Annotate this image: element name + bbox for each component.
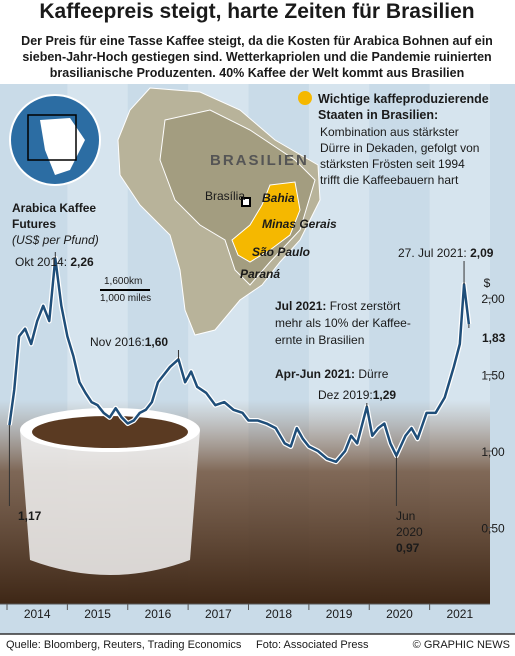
coffee — [32, 416, 188, 448]
capital-marker — [241, 197, 251, 207]
legend-title: Staaten in Brasilien: — [318, 108, 438, 122]
y-tick-label: 1,00 — [481, 445, 505, 459]
scale-label: 1,000 miles — [100, 293, 151, 304]
y-tick-label: 1,50 — [481, 369, 505, 383]
x-tick-label: 2020 — [386, 607, 413, 621]
coffee-cup — [20, 415, 200, 575]
annotation-date: Jun — [396, 509, 415, 523]
price-line — [8, 257, 471, 464]
note-head: Jul 2021: — [275, 299, 326, 313]
subtitle: brasilianische Produzenten. 40% Kaffee d… — [50, 66, 464, 80]
annotation-date: Okt 2014: — [15, 255, 70, 269]
x-tick-label: 2015 — [84, 607, 111, 621]
note-text: Dürre — [355, 367, 389, 381]
legend-text: Kombination aus stärkster — [320, 125, 459, 139]
annotation: 27. Jul 2021: 2,09 — [398, 246, 494, 260]
y-axis-label: Futures — [12, 217, 56, 231]
scale-label: 1,600km — [104, 276, 142, 287]
x-tick-label: 2019 — [326, 607, 353, 621]
annotation-value: 1,83 — [482, 331, 506, 345]
annotation: Nov 2016:1,60 — [90, 335, 168, 349]
x-tick-label: 2017 — [205, 607, 232, 621]
note: Jul 2021: Frost zerstört — [275, 299, 401, 313]
annotation-date: 2020 — [396, 525, 423, 539]
annotation-date: Dez 2019: — [318, 388, 373, 402]
legend-text: Dürre in Dekaden, gefolgt von — [320, 141, 479, 155]
annotation-date: 27. Jul 2021: — [398, 246, 470, 260]
source: Quelle: Bloomberg, Reuters, Trading Econ… — [6, 639, 242, 651]
annotation-value: 1,29 — [373, 388, 397, 402]
y-tick-label: 2,00 — [481, 292, 505, 306]
globe-inset — [27, 114, 77, 161]
annotation-value: 0,97 — [396, 541, 420, 555]
y-axis-symbol: $ — [484, 276, 491, 290]
subtitle: Der Preis für eine Tasse Kaffee steigt, … — [21, 34, 493, 48]
country-label: BRASILIEN — [210, 152, 309, 169]
note-head: Apr-Jun 2021: — [275, 367, 355, 381]
x-tick-label: 2018 — [265, 607, 292, 621]
state-label: Paraná — [240, 267, 280, 281]
y-tick-label: 0,50 — [481, 522, 505, 536]
annotation-value: 1,60 — [145, 335, 169, 349]
annotation: Okt 2014: 2,26 — [15, 255, 94, 269]
photo-credit: Foto: Associated Press — [256, 639, 369, 651]
y-axis-label: Arabica Kaffee — [12, 201, 96, 215]
note: Apr-Jun 2021: Dürre — [275, 367, 389, 381]
state-label: São Paulo — [252, 245, 310, 259]
annotation-value: 2,26 — [70, 255, 94, 269]
legend-text: stärksten Frösten seit 1994 — [320, 157, 465, 171]
x-tick-label: 2014 — [24, 607, 51, 621]
legend-text: trifft die Kaffeebauern hart — [320, 173, 459, 187]
capital-label: Brasília — [205, 189, 245, 203]
note-text: ernte in Brasilien — [275, 333, 364, 347]
annotation-value: 2,09 — [470, 246, 494, 260]
subtitle: sieben-Jahr-Hoch gestiegen sind. Wetterk… — [22, 50, 491, 64]
state-label: Minas Gerais — [262, 217, 337, 231]
legend-title: Wichtige kaffeproduzierende — [318, 92, 489, 106]
note-text: Frost zerstört — [326, 299, 401, 313]
x-tick-label: 2021 — [446, 607, 473, 621]
coffee-states — [231, 181, 301, 263]
y-axis-unit: (US$ per Pfund) — [12, 233, 99, 247]
annotation: Dez 2019:1,29 — [318, 388, 396, 402]
note-text: mehr als 10% der Kaffee- — [275, 316, 411, 330]
title: Kaffeepreis steigt, harte Zeiten für Bra… — [39, 0, 474, 23]
state-label: Bahia — [262, 191, 295, 205]
annotation-date: Nov 2016: — [90, 335, 145, 349]
credit: © GRAPHIC NEWS — [413, 639, 510, 651]
legend-dot — [298, 91, 312, 105]
x-tick-label: 2016 — [145, 607, 172, 621]
annotation-value: 1,17 — [18, 509, 42, 523]
